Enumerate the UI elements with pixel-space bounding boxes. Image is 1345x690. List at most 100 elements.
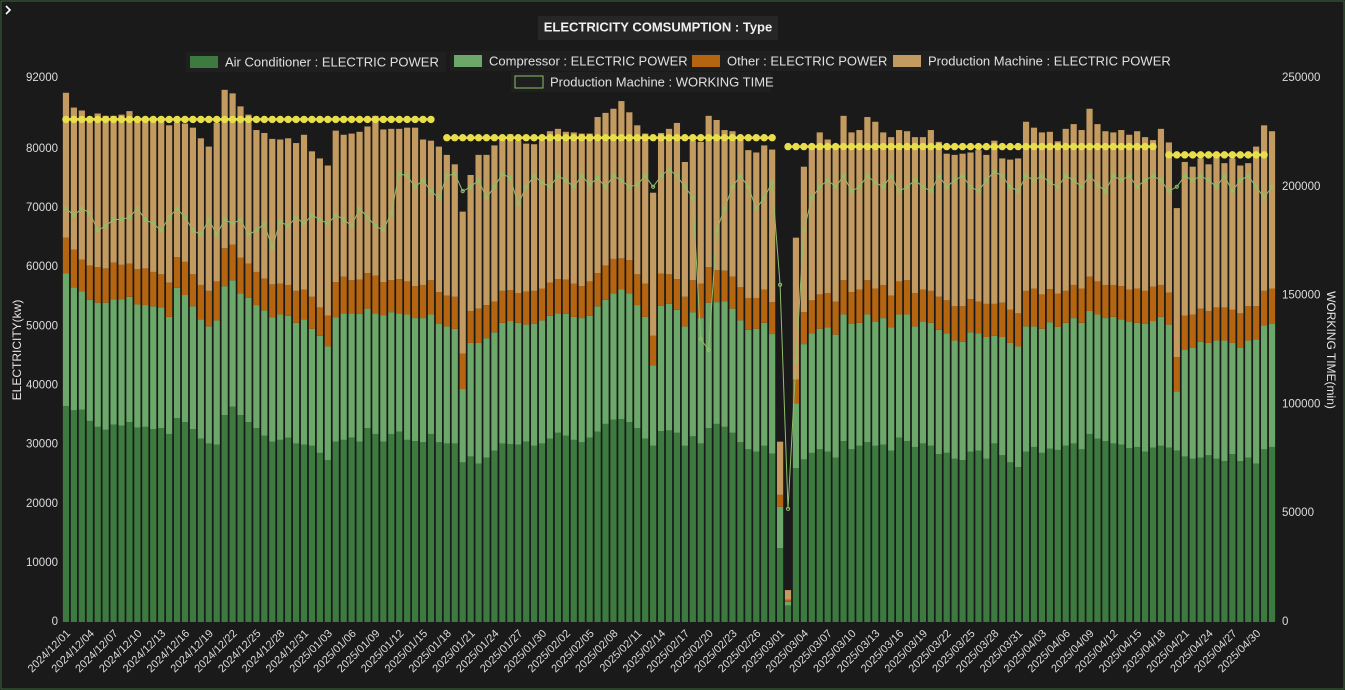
line-marker [530, 134, 538, 142]
bar-segment [975, 150, 982, 302]
bar-segment [554, 279, 562, 314]
bar-segment [70, 410, 77, 622]
line-marker [103, 223, 108, 229]
bar-segment [427, 433, 435, 622]
bar-segment [300, 289, 308, 320]
line-marker [738, 173, 743, 179]
bar-segment [356, 279, 363, 314]
bar-segment [554, 432, 562, 622]
line-marker [960, 173, 965, 179]
bar-segment [967, 332, 974, 452]
bar-segment [1062, 445, 1069, 622]
bar-segment [1268, 446, 1276, 622]
bar-segment [872, 288, 879, 322]
bar-segment [308, 328, 316, 446]
y-tick-label: 92000 [26, 72, 58, 84]
line-marker [443, 134, 451, 142]
bar-segment [745, 449, 752, 622]
line-marker [182, 215, 188, 220]
bar-segment [911, 137, 919, 294]
line-marker [547, 184, 553, 189]
line-marker [641, 134, 649, 142]
line-marker [500, 171, 505, 176]
bar-segment [832, 144, 839, 302]
line-marker [325, 221, 330, 226]
legend-label[interactable]: Air Conditioner : ELECTRIC POWER [225, 54, 439, 69]
line-marker [1023, 173, 1029, 179]
line-marker [927, 142, 935, 151]
bar-segment [285, 284, 292, 316]
bar-segment [999, 336, 1006, 456]
line-marker [246, 232, 251, 237]
line-marker [1165, 151, 1173, 159]
bar-segment [737, 442, 744, 622]
bar-segment [1157, 284, 1165, 317]
bar-segment [1141, 323, 1149, 452]
line-marker [1230, 189, 1235, 194]
bar-segment [388, 433, 395, 622]
bar-segment [499, 322, 506, 444]
bar-segment [919, 137, 927, 290]
legend-label[interactable]: Production Machine : WORKING TIME [550, 74, 774, 89]
line-marker [1016, 189, 1021, 194]
line-marker [355, 115, 364, 124]
bar-segment [880, 318, 887, 445]
bar-segment [181, 123, 189, 262]
bar-segment [62, 92, 70, 238]
bar-segment [642, 133, 649, 284]
bar-segment [166, 433, 173, 622]
bar-segment [411, 286, 419, 319]
bar-segment [173, 287, 181, 418]
bar-segment [340, 276, 347, 314]
legend-label[interactable]: Other : ELECTRIC POWER [727, 53, 887, 68]
line-marker [911, 142, 919, 151]
line-marker [1103, 189, 1108, 194]
line-marker [601, 134, 610, 142]
bar-segment [872, 321, 879, 446]
bar-segment [554, 128, 562, 280]
bar-segment [983, 458, 990, 622]
bar-segment [657, 273, 665, 306]
bar-segment [372, 275, 379, 314]
bar-segment [729, 276, 736, 309]
bar-segment [237, 293, 244, 416]
bar-segment [1253, 463, 1260, 622]
bar-segment [1046, 289, 1053, 323]
line-marker [831, 142, 840, 151]
bar-segment [364, 308, 371, 429]
bar-segment [300, 319, 308, 445]
bar-segment [1245, 457, 1252, 622]
bar-segment [292, 290, 300, 323]
bar-segment [380, 129, 387, 282]
bar-segment [427, 140, 435, 281]
line-marker [389, 210, 394, 216]
bar-segment [523, 291, 530, 325]
line-marker [157, 115, 165, 124]
bar-segment [1094, 314, 1101, 439]
bar-segment [1189, 314, 1196, 348]
line-marker [1190, 178, 1195, 183]
bar-segment [166, 316, 173, 434]
line-marker [958, 142, 967, 151]
line-marker [704, 134, 713, 142]
bar-segment [999, 158, 1006, 303]
bar-segment [1181, 315, 1188, 350]
bar-segment [451, 328, 458, 444]
bar-segment [102, 429, 109, 622]
bar-segment [991, 443, 998, 622]
bar-segment [491, 332, 498, 451]
legend-label[interactable]: Production Machine : ELECTRIC POWER [928, 53, 1171, 68]
bar-segment [856, 289, 863, 323]
line-marker [1149, 142, 1157, 151]
legend-label[interactable]: Compressor : ELECTRIC POWER [489, 53, 688, 68]
expand-chevron[interactable] [5, 5, 12, 15]
line-marker [1269, 184, 1275, 189]
bar-segment [1086, 276, 1093, 311]
line-marker [371, 115, 380, 124]
bar-segment [507, 444, 514, 622]
bar-segment [808, 300, 815, 334]
bar-segment [1189, 347, 1196, 459]
bar-segment [1253, 146, 1260, 307]
line-marker [879, 142, 887, 151]
bar-segment [1157, 316, 1165, 446]
